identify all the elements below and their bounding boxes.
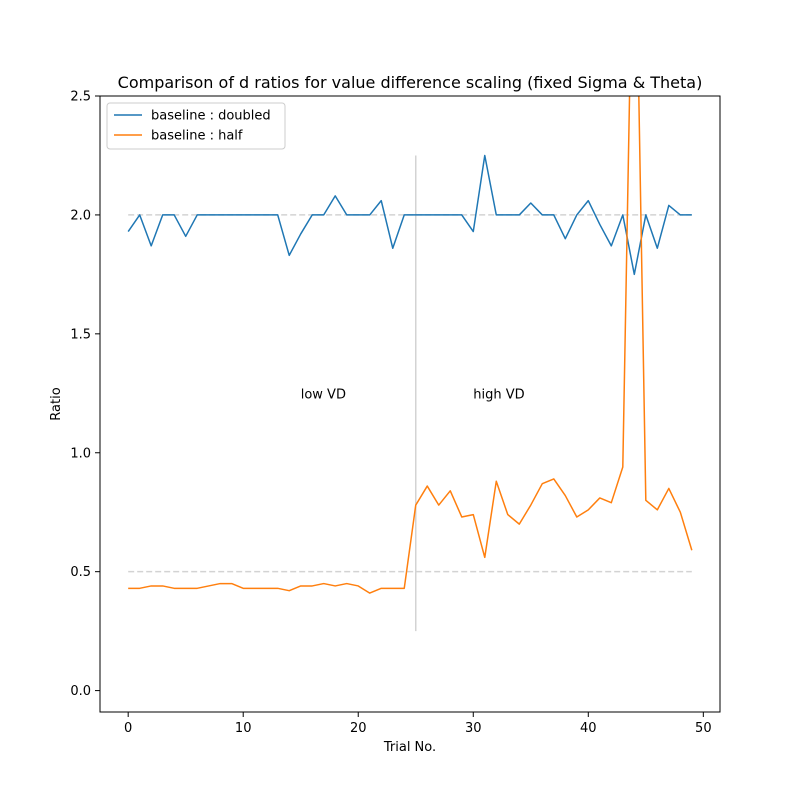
legend: baseline : doubled baseline : half [106,102,286,150]
x-tick-label: 0 [124,721,132,736]
annotation-low-vd: low VD [301,387,346,402]
y-axis-label: Ratio [49,387,64,420]
x-tick-label: 10 [235,721,252,736]
y-tick-label: 1.0 [70,446,91,461]
legend-label-doubled: baseline : doubled [151,109,271,124]
x-axis-label: Trial No. [383,740,436,755]
chart-title: Comparison of d ratios for value differe… [118,73,703,92]
series-line-1 [128,96,693,594]
legend-box [106,102,286,150]
x-tick-label: 30 [465,721,482,736]
x-tick-label: 40 [580,721,597,736]
y-tick-label: 0.0 [70,684,91,699]
y-axis: 0.0 0.5 1.0 1.5 2.0 2.5 [70,90,100,699]
x-axis: 0 10 20 30 40 50 [124,712,712,736]
x-tick-label: 20 [350,721,367,736]
y-tick-label: 1.5 [70,327,91,342]
x-tick-label: 50 [695,721,712,736]
series-lines [127,96,693,594]
y-tick-label: 2.5 [70,90,91,105]
y-tick-label: 0.5 [70,565,91,580]
reference-lines [128,214,692,573]
series-line-0 [127,154,692,276]
plot-frame [99,95,721,713]
annotation-high-vd: high VD [473,387,524,402]
legend-label-half: baseline : half [151,129,243,144]
y-tick-label: 2.0 [70,208,91,223]
